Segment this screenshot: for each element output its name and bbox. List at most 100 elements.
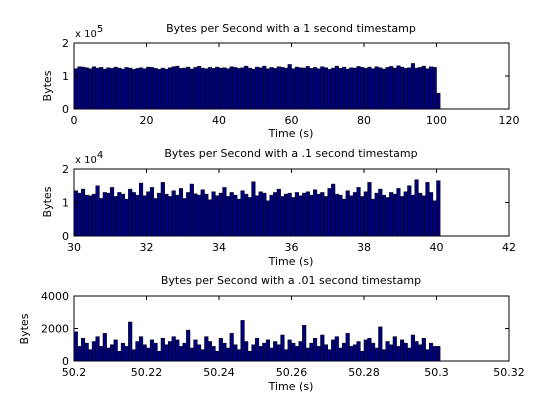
x-tick-label: 50.22 <box>131 366 163 379</box>
bar <box>95 336 100 362</box>
bar <box>84 67 89 110</box>
bar <box>91 193 97 237</box>
bar <box>175 65 180 110</box>
bar <box>222 67 227 110</box>
bar <box>287 64 292 110</box>
bar <box>331 339 336 362</box>
bar <box>226 196 231 237</box>
bar <box>432 200 437 237</box>
subplot-1-multiplier: x 105 <box>75 24 103 40</box>
bar <box>320 66 325 110</box>
x-tick-label: 34 <box>212 241 226 254</box>
bar <box>178 68 184 110</box>
bar <box>436 180 441 237</box>
bar <box>371 342 376 362</box>
bar <box>400 196 405 237</box>
bar <box>124 67 129 110</box>
x-tick-label: 42 <box>502 241 516 254</box>
subplot-1-plot-area: 0 20 40 60 80 100 120 0 1 2 <box>62 37 520 127</box>
bar <box>178 188 183 237</box>
bar <box>128 188 133 237</box>
bar <box>229 66 234 110</box>
bar <box>323 67 329 110</box>
bar <box>371 198 376 237</box>
bar <box>425 68 430 110</box>
bar <box>168 67 173 110</box>
bar <box>360 67 365 110</box>
bar <box>91 341 96 362</box>
bar <box>334 336 339 362</box>
subplot-2-xlabel: Time (s) <box>268 255 314 268</box>
bar <box>262 342 267 362</box>
bar <box>182 67 187 110</box>
subplot-3-xlabel: Time (s) <box>268 380 314 393</box>
bar <box>160 67 165 110</box>
bar <box>124 198 129 237</box>
subplot-1: Bytes per Second with a 1 second timesta… <box>41 22 520 140</box>
bar <box>429 342 434 362</box>
bar <box>269 67 274 110</box>
bar <box>374 192 379 237</box>
x-tick-label: 50.28 <box>348 366 380 379</box>
bar <box>273 68 278 110</box>
bar <box>356 66 361 110</box>
bar <box>338 194 343 237</box>
bar <box>323 344 329 362</box>
bar <box>265 68 271 110</box>
bar <box>117 67 122 110</box>
bar <box>117 351 122 362</box>
x-tick-label: 120 <box>499 114 520 127</box>
bar <box>99 67 104 110</box>
bar <box>309 68 314 110</box>
bar <box>164 193 169 237</box>
bar <box>186 329 191 362</box>
bar <box>429 66 434 110</box>
bar <box>102 68 107 110</box>
bar <box>418 67 423 110</box>
bar <box>313 338 318 362</box>
bar <box>392 336 397 362</box>
bar <box>352 67 358 110</box>
bar <box>284 193 289 237</box>
bar <box>389 344 394 362</box>
bar <box>425 182 430 237</box>
bar <box>207 199 213 237</box>
bar <box>298 195 303 237</box>
bar <box>418 192 423 237</box>
bar <box>226 68 231 110</box>
bar <box>153 198 158 237</box>
bar <box>407 67 412 110</box>
bar <box>305 191 310 237</box>
x-tick-label: 50.2 <box>62 366 87 379</box>
bar <box>233 344 238 362</box>
bar <box>294 346 300 362</box>
bar <box>407 347 412 362</box>
subplot-2-bars <box>73 179 441 237</box>
bar <box>396 188 401 237</box>
bar <box>226 347 231 362</box>
bar <box>218 192 223 237</box>
bar <box>211 191 216 237</box>
bar <box>200 189 205 237</box>
bar <box>421 195 426 237</box>
bar <box>146 191 151 237</box>
bar <box>429 192 434 237</box>
bar <box>178 346 184 362</box>
bar <box>73 190 78 237</box>
bar <box>421 65 426 110</box>
bar <box>276 66 281 110</box>
bar <box>276 188 281 237</box>
bar <box>251 344 256 362</box>
bar <box>287 192 292 237</box>
bar <box>403 191 408 237</box>
bar <box>81 66 86 110</box>
bar <box>102 192 107 237</box>
bar <box>113 66 118 110</box>
x-tick-label: 36 <box>285 241 299 254</box>
bar <box>291 342 296 362</box>
bar <box>280 67 285 110</box>
bar <box>73 68 78 110</box>
bar <box>381 194 387 237</box>
subplot-2-ylabel: Bytes <box>41 186 54 217</box>
